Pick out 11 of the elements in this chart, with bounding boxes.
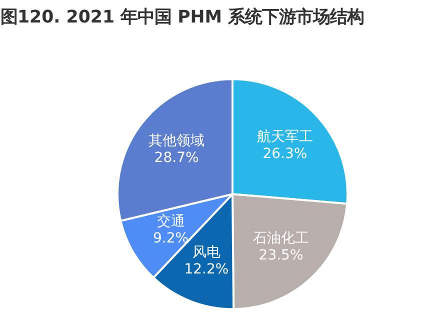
data-label: 28.7% [154,150,199,166]
slice-label: 其他领域 [148,133,205,150]
chart-title: 图120. 2021 年中国 PHM 系统下游市场结构 [0,8,364,28]
slice-label: 交通 [156,214,185,230]
data-label: 12.2% [184,262,229,278]
data-label: 9.2% [152,230,189,247]
slice-label: 航天军工 [256,128,313,145]
data-label: 26.3% [262,146,308,162]
slice-label: 风电 [192,244,220,261]
slice-label: 石油化工 [253,230,310,246]
data-label: 23.5% [258,247,304,264]
